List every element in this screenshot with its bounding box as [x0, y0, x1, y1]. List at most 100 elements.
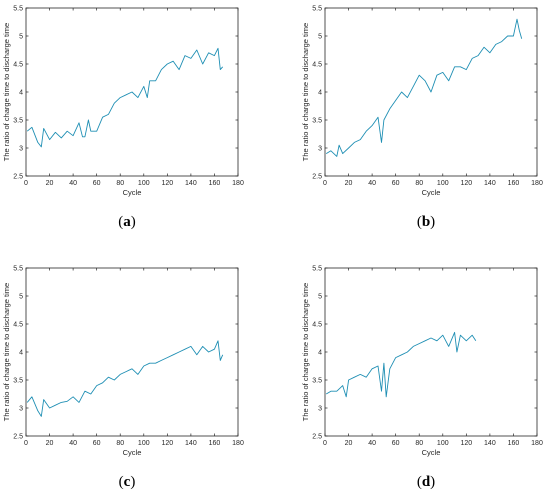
y-tick-label: 4 [19, 90, 23, 97]
y-tick-label: 2.5 [312, 434, 322, 441]
caption-letter: b [422, 214, 430, 230]
x-tick-label: 80 [415, 180, 423, 187]
x-tick-label: 0 [323, 440, 327, 447]
x-tick-label: 20 [46, 180, 54, 187]
y-axis-label: The ratio of charge time to discharge ti… [301, 283, 310, 421]
plot-area [324, 267, 538, 437]
y-tick-label: 3.5 [312, 118, 322, 125]
y-tick-label: 3 [318, 146, 322, 153]
x-tick-label: 0 [323, 180, 327, 187]
x-tick-label: 180 [531, 180, 543, 187]
x-tick-label: 160 [508, 440, 520, 447]
x-tick-label: 180 [232, 180, 244, 187]
y-tick-label: 5.5 [13, 6, 23, 13]
x-tick-label: 140 [185, 440, 197, 447]
y-tick-label: 4 [19, 350, 23, 357]
x-tick-label: 160 [508, 180, 520, 187]
chart-panel-1: 0 20 40 60 80 100 120 140 160 180 2.5 3 3.5 4 4.5 5 5.5 C… [2, 6, 244, 198]
x-tick-label: 120 [460, 440, 472, 447]
x-tick-label: 160 [209, 180, 221, 187]
y-tick-label: 3 [19, 406, 23, 413]
x-axis-label: Cycle [123, 448, 142, 457]
x-tick-label: 80 [116, 440, 124, 447]
x-tick-label: 20 [345, 180, 353, 187]
series-line [325, 18, 523, 157]
caption-close: ) [430, 214, 435, 230]
y-tick-label: 2.5 [13, 174, 23, 181]
x-tick-label: 100 [138, 440, 150, 447]
y-tick-label: 4.5 [312, 62, 322, 69]
x-tick-label: 140 [484, 440, 496, 447]
caption-close: ) [430, 474, 435, 490]
y-tick-label: 5 [318, 34, 322, 41]
caption-open: ( [417, 214, 422, 230]
x-tick-label: 40 [69, 440, 77, 447]
x-tick-label: 60 [93, 440, 101, 447]
x-tick-label: 180 [531, 440, 543, 447]
caption-open: ( [417, 474, 422, 490]
y-axis-label: The ratio of charge time to discharge ti… [2, 283, 11, 421]
chart-panel-4: 0 20 40 60 80 100 120 140 160 180 2.5 3 3.5 4 4.5 5 5.5 C… [301, 266, 543, 458]
y-tick-label: 5.5 [13, 266, 23, 273]
y-tick-label: 3 [318, 406, 322, 413]
caption-letter: c [124, 474, 131, 490]
y-tick-label: 5 [318, 294, 322, 301]
x-tick-label: 160 [209, 440, 221, 447]
x-tick-label: 20 [46, 440, 54, 447]
caption-open: ( [118, 214, 123, 230]
caption-letter: d [422, 474, 431, 490]
series-line [26, 340, 224, 417]
x-tick-label: 100 [437, 180, 449, 187]
x-tick-label: 120 [460, 180, 472, 187]
caption-close: ) [131, 214, 136, 230]
x-tick-label: 180 [232, 440, 244, 447]
y-tick-label: 4.5 [13, 62, 23, 69]
y-tick-label: 4.5 [13, 322, 23, 329]
y-tick-label: 5 [19, 294, 23, 301]
x-tick-label: 80 [415, 440, 423, 447]
chart-panel-2: 0 20 40 60 80 100 120 140 160 180 2.5 3 3.5 4 4.5 5 5.5 C… [301, 6, 543, 198]
y-tick-label: 3 [19, 146, 23, 153]
x-tick-label: 0 [24, 440, 28, 447]
x-tick-label: 100 [138, 180, 150, 187]
y-tick-label: 3.5 [13, 378, 23, 385]
x-tick-label: 60 [392, 180, 400, 187]
y-tick-label: 2.5 [13, 434, 23, 441]
y-tick-label: 5 [19, 34, 23, 41]
x-tick-label: 0 [24, 180, 28, 187]
panel-caption: (b) [417, 214, 435, 230]
chart-panel-3: 0 20 40 60 80 100 120 140 160 180 2.5 3 3.5 4 4.5 5 5.5 C… [2, 266, 244, 458]
caption-open: ( [119, 474, 124, 490]
x-tick-label: 140 [484, 180, 496, 187]
y-tick-label: 4 [318, 350, 322, 357]
x-tick-label: 40 [368, 180, 376, 187]
panel-caption: (a) [118, 214, 136, 230]
y-axis-label: The ratio of charge time to discharge ti… [301, 23, 310, 161]
y-tick-label: 5.5 [312, 266, 322, 273]
y-tick-label: 5.5 [312, 6, 322, 13]
caption-letter: a [123, 214, 131, 230]
y-tick-label: 4 [318, 90, 322, 97]
y-tick-label: 3.5 [312, 378, 322, 385]
x-tick-label: 60 [392, 440, 400, 447]
x-tick-label: 40 [69, 180, 77, 187]
y-axis-label: The ratio of charge time to discharge ti… [2, 23, 11, 161]
x-axis-label: Cycle [422, 188, 441, 197]
x-axis-label: Cycle [422, 448, 441, 457]
plot-area [25, 267, 239, 437]
y-tick-label: 2.5 [312, 174, 322, 181]
caption-close: ) [130, 474, 135, 490]
x-tick-label: 120 [161, 180, 173, 187]
panel-caption: (c) [119, 474, 136, 490]
panel-caption: (d) [417, 474, 435, 490]
x-tick-label: 140 [185, 180, 197, 187]
x-tick-label: 60 [93, 180, 101, 187]
y-tick-label: 3.5 [13, 118, 23, 125]
x-tick-label: 80 [116, 180, 124, 187]
series-line [325, 331, 477, 398]
x-axis-label: Cycle [123, 188, 142, 197]
x-tick-label: 20 [345, 440, 353, 447]
y-tick-label: 4.5 [312, 322, 322, 329]
series-line [26, 47, 224, 148]
